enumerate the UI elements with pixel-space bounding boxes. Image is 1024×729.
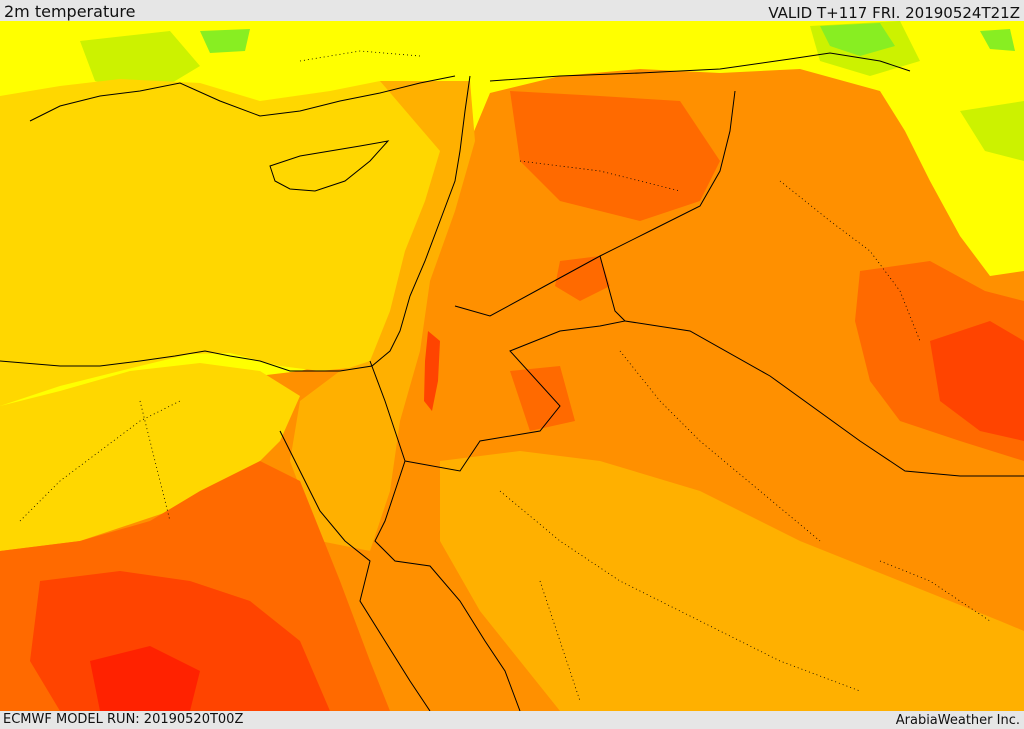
credit-label: ArabiaWeather Inc. [895, 713, 1020, 728]
border-iraq-south [454, 90, 736, 317]
temperature-map[interactable] [0, 21, 1024, 711]
egypt-red-hot [90, 646, 200, 711]
map-footer: ECMWF MODEL RUN: 20190520T00Z ArabiaWeat… [0, 711, 1024, 729]
border-jordan-saudi [404, 255, 627, 472]
arabia-amber [440, 451, 1024, 711]
border-iraq-saudi [624, 320, 1024, 477]
border-egypt-israel [369, 360, 406, 462]
sinai-east-coast [374, 460, 521, 711]
mediterranean-sea [0, 79, 455, 406]
iraq-red-core [930, 321, 1024, 441]
jordan-valley-hot [424, 331, 440, 411]
levant-coastline [0, 75, 471, 372]
levant-amber [290, 81, 475, 551]
north-green-core [200, 23, 1015, 56]
map-header: 2m temperature VALID T+117 FRI. 20190524… [0, 0, 1024, 22]
model-run-label: ECMWF MODEL RUN: 20190520T00Z [3, 712, 244, 727]
cyprus-outline [269, 140, 390, 192]
valid-time: VALID T+117 FRI. 20190524T21Z [768, 4, 1020, 22]
syria-hot-strip [510, 91, 720, 221]
border-syria-iraq [489, 52, 911, 82]
turkey-coast [29, 75, 456, 122]
hot-spot-east [510, 256, 610, 431]
red-sea-coast [279, 430, 431, 711]
province-lines [19, 50, 991, 702]
north-africa-yellow [0, 363, 300, 551]
map-title: 2m temperature [4, 2, 136, 21]
map-canvas [0, 21, 1024, 711]
